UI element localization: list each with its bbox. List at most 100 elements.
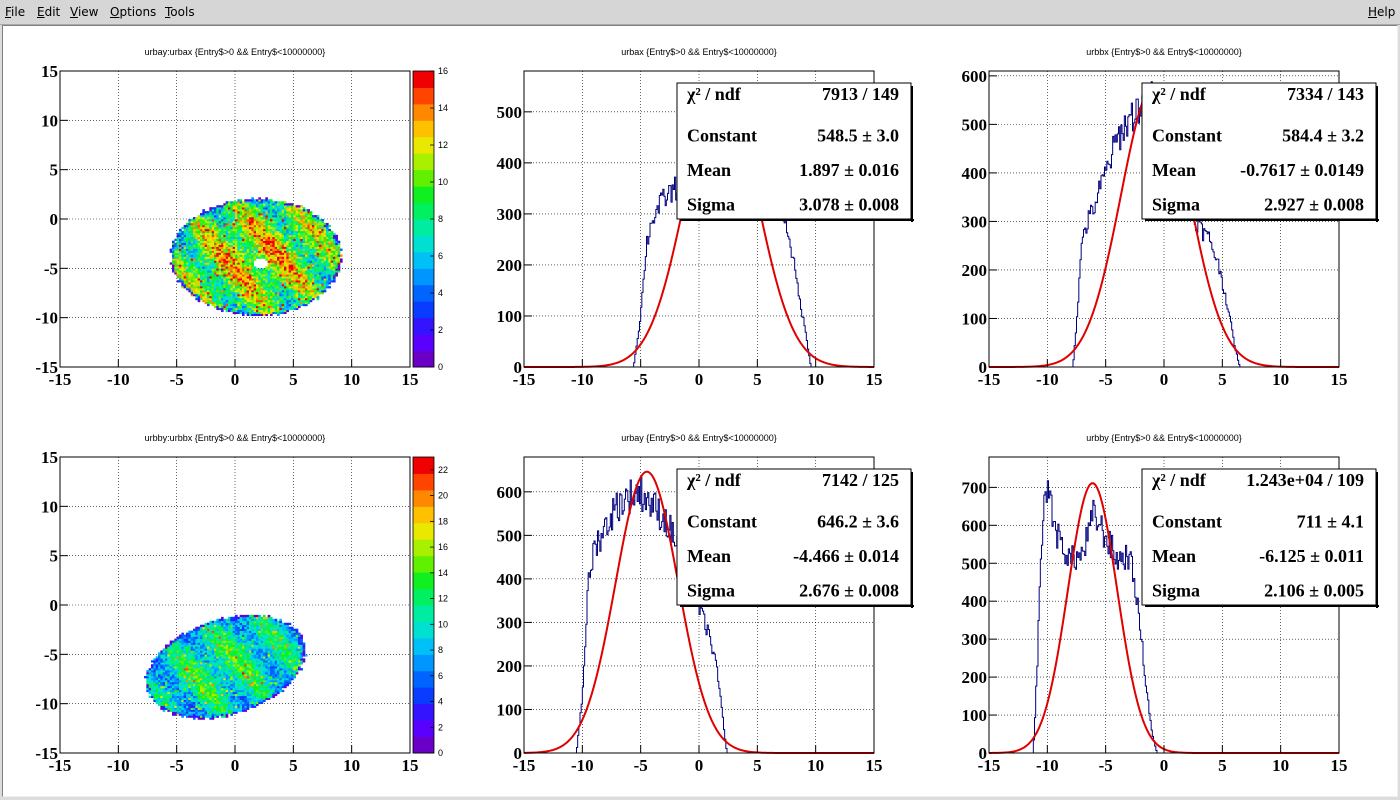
- heatmap-cell: [288, 244, 292, 247]
- heatmap-cell: [323, 232, 327, 236]
- heatmap-cell: [209, 648, 212, 651]
- heatmap-cell: [244, 282, 247, 285]
- menu-file[interactable]: File: [5, 5, 26, 19]
- heatmap-cell: [237, 274, 240, 277]
- heatmap-cell: [265, 301, 268, 305]
- heatmap-cell: [151, 668, 154, 671]
- heatmap-cell: [151, 679, 154, 683]
- heatmap-cell: [209, 219, 212, 222]
- heatmap-cell: [193, 238, 196, 242]
- x-tick-label: -5: [634, 370, 648, 389]
- stats-box-shadow: [1145, 219, 1379, 221]
- menu-options[interactable]: Options: [110, 5, 157, 19]
- plot-urbbx-hist[interactable]: urbbx {Entry$>0 && Entry$<10000000}-15 -1…: [962, 47, 1380, 389]
- heatmap-cell: [267, 228, 271, 232]
- heatmap-cell: [218, 293, 222, 297]
- menu-view[interactable]: View: [70, 5, 99, 19]
- heatmap-cell: [218, 699, 222, 702]
- heatmap-cell: [186, 662, 189, 665]
- heatmap-cell: [202, 668, 205, 671]
- heatmap-cell: [235, 207, 238, 210]
- menu-edit[interactable]: Edit: [37, 5, 61, 19]
- heatmap-cell: [337, 246, 341, 249]
- heatmap-cell: [260, 248, 264, 251]
- heatmap-cell: [211, 672, 215, 675]
- heatmap-cell: [186, 270, 189, 273]
- heatmap-cell: [202, 681, 205, 685]
- heatmap-cell: [158, 670, 161, 673]
- menu-help[interactable]: Help: [1368, 5, 1396, 19]
- heatmap-cell: [204, 687, 208, 691]
- heatmap-cell: [181, 679, 184, 683]
- heatmap-cell: [200, 256, 203, 259]
- heatmap-cell: [277, 305, 280, 309]
- heatmap-cell: [193, 276, 196, 279]
- heatmap-cell: [253, 213, 257, 216]
- heatmap-cell: [209, 678, 212, 681]
- heatmap-cell: [211, 701, 215, 704]
- heatmap-cell: [274, 222, 278, 226]
- heatmap-cell: [188, 240, 191, 243]
- heatmap-cell: [256, 256, 259, 259]
- heatmap-cell: [286, 244, 289, 247]
- heatmap-cell: [218, 713, 222, 716]
- heatmap-cell: [218, 230, 222, 234]
- heatmap-cell: [253, 297, 257, 301]
- heatmap-cell: [284, 288, 287, 291]
- heatmap-cell: [153, 672, 156, 675]
- menu-tools[interactable]: Tools: [165, 5, 195, 19]
- heatmap-cell: [225, 301, 229, 305]
- root-canvas[interactable]: urbay:urbax {Entry$>0 && Entry$<10000000…: [2, 25, 1398, 797]
- heatmap-cell: [169, 693, 173, 697]
- heatmap-cell: [172, 697, 175, 701]
- heatmap-cell: [251, 303, 254, 307]
- heatmap-cell: [286, 232, 289, 236]
- heatmap-cell: [197, 705, 201, 708]
- heatmap-cell: [181, 634, 184, 637]
- heatmap-cell: [302, 250, 306, 253]
- heatmap-cell: [288, 222, 292, 226]
- heatmap-cell: [249, 224, 252, 228]
- heatmap-cell: [253, 252, 257, 255]
- heatmap-cell: [211, 232, 215, 236]
- heatmap-cell: [195, 254, 198, 257]
- plot-urbby-vs-urbbx[interactable]: urbby:urbbx {Entry$>0 && Entry$<10000000…: [35, 433, 448, 775]
- heatmap-cell: [291, 215, 294, 218]
- heatmap-cell: [284, 301, 287, 305]
- heatmap-cell: [239, 240, 243, 243]
- heatmap-cell: [281, 286, 285, 289]
- heatmap-cell: [263, 299, 266, 303]
- heatmap-cell: [316, 234, 320, 238]
- heatmap-cell: [200, 691, 203, 695]
- heatmap-cell: [256, 234, 259, 238]
- plots-svg[interactable]: urbay:urbax {Entry$>0 && Entry$<10000000…: [3, 26, 1397, 796]
- heatmap-cell: [295, 215, 299, 218]
- heatmap-cell: [319, 290, 322, 293]
- plot-urbay-vs-urbax[interactable]: urbay:urbax {Entry$>0 && Entry$<10000000…: [35, 47, 448, 389]
- heatmap-cell: [221, 305, 224, 309]
- heatmap-cell: [207, 624, 210, 628]
- heatmap-cell: [326, 228, 329, 232]
- heatmap-cell: [181, 648, 184, 651]
- heatmap-cell: [260, 272, 264, 275]
- heatmap-cell: [263, 270, 266, 273]
- heatmap-cell: [272, 295, 275, 299]
- heatmap-cell: [209, 687, 212, 691]
- heatmap-cell: [223, 693, 226, 697]
- heatmap-cell: [279, 288, 282, 291]
- heatmap-cell: [291, 293, 294, 297]
- heatmap-cell: [246, 303, 250, 307]
- heatmap-cell: [328, 238, 331, 242]
- y-tick-label: 500: [497, 103, 523, 122]
- heatmap-cell: [202, 672, 205, 675]
- heatmap-cell: [211, 676, 215, 679]
- heatmap-cell: [277, 274, 280, 277]
- plot-urbax-hist[interactable]: urbax {Entry$>0 && Entry$<10000000}-15 -1…: [497, 47, 915, 389]
- heatmap-cell: [284, 282, 287, 285]
- heatmap-cell: [239, 301, 243, 305]
- heatmap-cell: [253, 228, 257, 232]
- heatmap-cell: [207, 685, 210, 689]
- heatmap-cell: [274, 211, 278, 214]
- heatmap-cell: [277, 309, 280, 313]
- heatmap-cell: [270, 213, 273, 216]
